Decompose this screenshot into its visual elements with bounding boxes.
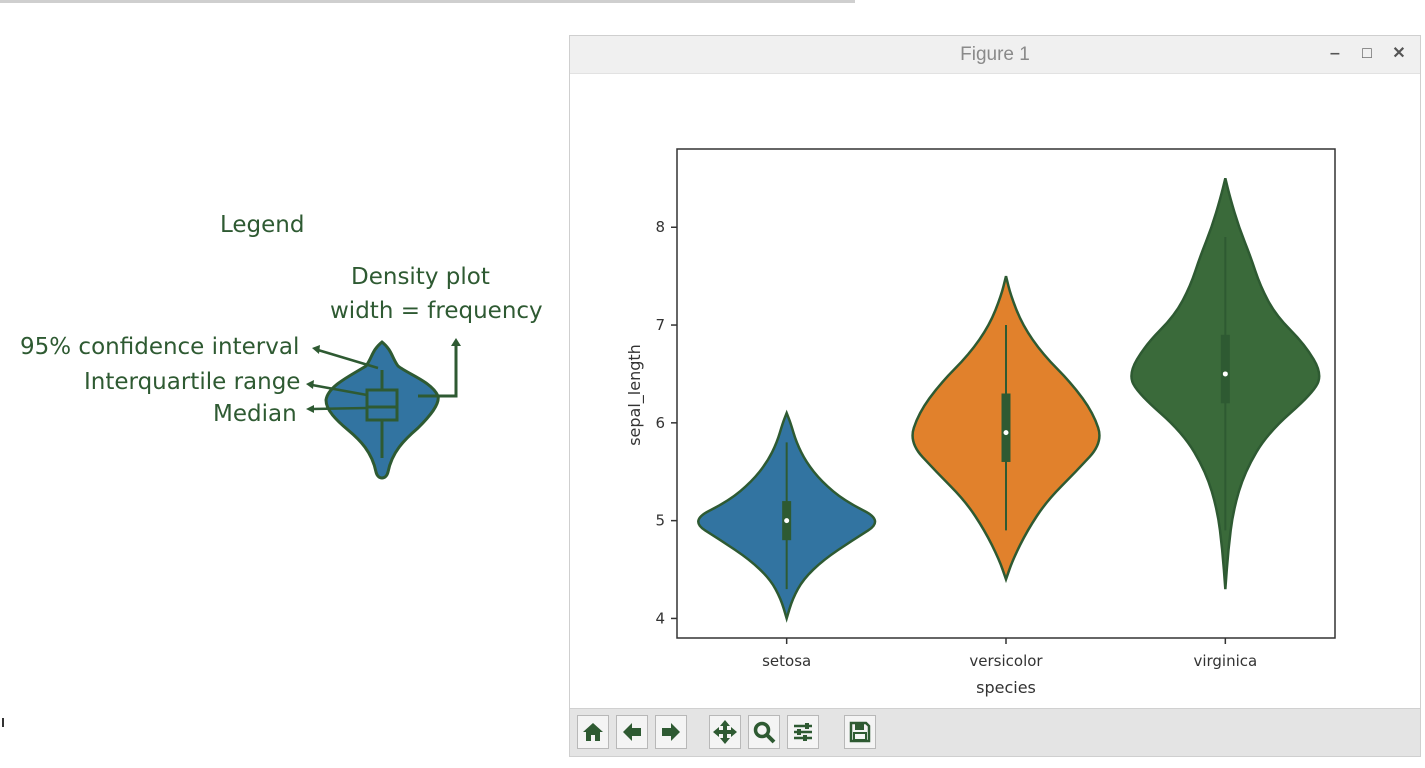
violin-median-dot	[1003, 430, 1009, 436]
close-button[interactable]: ✕	[1392, 45, 1406, 62]
arrow-left-icon	[306, 405, 314, 413]
forward-button[interactable]	[655, 715, 687, 749]
legend-violin-diagram	[306, 338, 461, 480]
figure-window: Figure 1 ‒ □ ✕ 4 5 6 7 8 setosa versicolor vir…	[569, 35, 1421, 757]
zoom-icon	[753, 721, 776, 744]
cursor-mark	[2, 718, 4, 727]
save-icon	[849, 721, 871, 743]
back-icon	[623, 723, 641, 741]
ci-arrow	[317, 348, 379, 370]
legend-panel: Legend Density plot width = frequency 95…	[0, 190, 560, 510]
arrow-up-icon	[451, 338, 461, 346]
y-tick-label: 5	[655, 512, 665, 530]
violin-median-dot	[784, 518, 790, 524]
arrow-left-icon	[312, 345, 320, 354]
toolbar	[570, 708, 1420, 756]
window-titlebar[interactable]: Figure 1 ‒ □ ✕	[570, 36, 1420, 74]
configure-icon	[794, 723, 812, 741]
home-button[interactable]	[577, 715, 609, 749]
median-label: Median	[213, 401, 297, 427]
legend-iqr-box	[365, 388, 399, 422]
x-axis-label: species	[976, 678, 1036, 697]
top-divider	[0, 0, 855, 3]
back-button[interactable]	[616, 715, 648, 749]
arrow-left-icon	[306, 380, 314, 389]
iqr-label: Interquartile range	[84, 369, 301, 395]
median-arrow	[311, 406, 368, 411]
y-axis-label: sepal_length	[625, 344, 645, 446]
forward-icon	[662, 723, 680, 741]
zoom-button[interactable]	[748, 715, 780, 749]
legend-density-bracket	[418, 344, 458, 398]
density-width-label: width = frequency	[330, 298, 543, 324]
window-title: Figure 1	[960, 44, 1030, 65]
violin-iqr-box	[1001, 393, 1011, 462]
y-tick-label: 6	[655, 414, 665, 432]
configure-button[interactable]	[787, 715, 819, 749]
iqr-arrow	[311, 383, 368, 397]
violin-median-dot	[1222, 371, 1228, 377]
minimize-button[interactable]: ‒	[1330, 45, 1340, 62]
ci-label: 95% confidence interval	[20, 334, 300, 360]
x-tick-label: virginica	[1193, 652, 1257, 670]
x-tick-label: versicolor	[969, 652, 1043, 670]
y-tick-label: 7	[655, 316, 665, 334]
legend-title: Legend	[220, 212, 305, 238]
y-tick-label: 8	[655, 218, 665, 236]
pan-icon	[713, 720, 737, 744]
home-icon	[583, 723, 603, 741]
violin-iqr-box	[1220, 334, 1230, 404]
save-button[interactable]	[844, 715, 876, 749]
y-tick-label: 4	[655, 609, 665, 627]
x-tick-label: setosa	[762, 652, 811, 670]
density-plot-label: Density plot	[351, 264, 490, 290]
maximize-button[interactable]: □	[1362, 45, 1372, 62]
pan-button[interactable]	[709, 715, 741, 749]
